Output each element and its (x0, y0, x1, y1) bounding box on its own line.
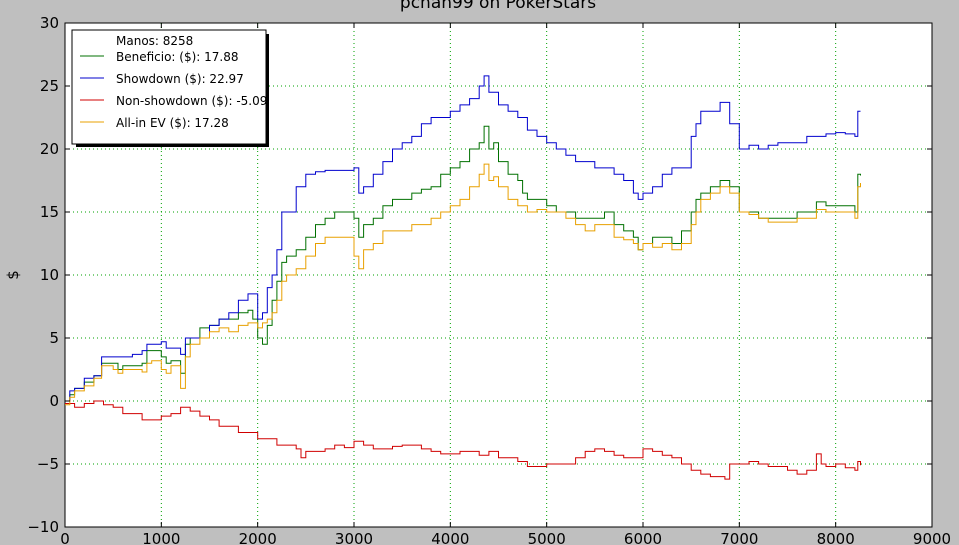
series-lines (65, 75, 861, 480)
x-tick-label: 5000 (528, 530, 566, 545)
x-tick-label: 3000 (335, 530, 373, 545)
legend-label: Showdown ($): 22.97 (116, 72, 244, 86)
legend-box (71, 29, 267, 145)
y-tick-label: 5 (49, 329, 59, 347)
series-line-1 (65, 125, 861, 402)
axis-ticks: 0 1000 2000 3000 4000 5000 6000 7000 8000 9000 −10… (27, 14, 951, 545)
x-tick-label: 4000 (431, 530, 469, 545)
y-tick-label: 0 (49, 392, 59, 410)
y-tick-label: 25 (40, 77, 59, 95)
legend: Manos: 8258 Beneficio: ($): 17.88 Showdow… (71, 29, 269, 147)
x-tick-label: 0 (60, 530, 70, 545)
y-tick-label: 30 (40, 14, 59, 32)
y-tick-label: −10 (27, 518, 59, 536)
x-tick-label: 7000 (720, 530, 758, 545)
x-tick-label: 8000 (817, 530, 855, 545)
y-axis-label: $ (4, 270, 22, 280)
legend-label: Beneficio: ($): 17.88 (116, 50, 239, 64)
y-tick-label: 20 (40, 140, 59, 158)
x-tick-label: 2000 (239, 530, 277, 545)
legend-label: Non-showdown ($): -5.09 (116, 94, 267, 108)
series-line-4 (65, 163, 861, 406)
series-line-3 (65, 400, 861, 480)
chart-title: pchan99 on PokerStars (400, 0, 596, 13)
y-tick-label: −5 (37, 455, 59, 473)
x-tick-label: 9000 (913, 530, 951, 545)
legend-label: All-in EV ($): 17.28 (116, 116, 229, 130)
y-tick-label: 15 (40, 203, 59, 221)
legend-header: Manos: 8258 (116, 34, 193, 48)
x-tick-label: 6000 (624, 530, 662, 545)
x-tick-label: 1000 (142, 530, 180, 545)
series-line-2 (65, 75, 861, 402)
y-tick-label: 10 (40, 266, 59, 284)
